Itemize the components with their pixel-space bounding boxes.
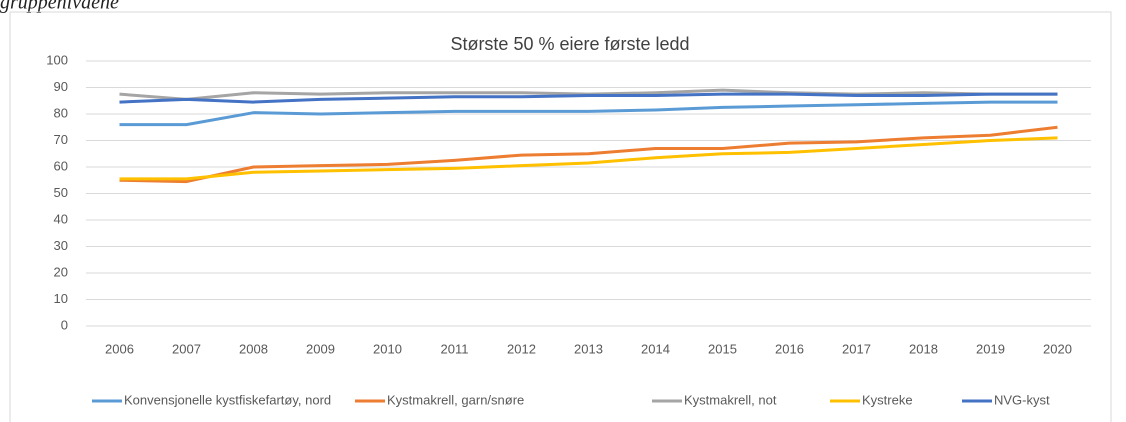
x-tick-label: 2016 (775, 341, 804, 356)
legend-label: NVG-kyst (994, 392, 1050, 407)
x-tick-label: 2013 (574, 341, 603, 356)
y-tick-label: 10 (54, 291, 68, 306)
y-tick-label: 80 (54, 105, 68, 120)
y-tick-label: 40 (54, 211, 68, 226)
x-tick-label: 2015 (708, 341, 737, 356)
line-series (119, 100, 1058, 127)
legend-label: Konvensjonelle kystfiskefartøy, nord (124, 392, 331, 407)
x-tick-label: 2014 (641, 341, 670, 356)
y-tick-label: 0 (61, 317, 68, 332)
x-tick-label: 2011 (441, 341, 469, 356)
x-tick-label: 2019 (976, 341, 1005, 356)
y-tick-label: 50 (54, 185, 68, 200)
x-tick-label: 2009 (306, 341, 335, 356)
chart-border (9, 11, 1112, 422)
caption: gruppenivåene (0, 0, 119, 14)
x-tick-label: 2018 (909, 341, 938, 356)
y-tick-label: 70 (54, 132, 68, 147)
x-tick-label: 2008 (239, 341, 268, 356)
line-series (119, 136, 1058, 181)
x-tick-label: 2017 (842, 341, 871, 356)
y-tick-label: 60 (54, 158, 68, 173)
y-tick-label: 100 (46, 52, 68, 67)
x-tick-label: 2006 (105, 341, 134, 356)
line-series (119, 92, 1058, 104)
chart-title: Største 50 % eiere første ledd (450, 34, 689, 54)
line-series (119, 125, 1058, 184)
x-tick-label: 2012 (507, 341, 536, 356)
x-tick-label: 2007 (172, 341, 201, 356)
y-tick-label: 30 (54, 238, 68, 253)
y-tick-label: 20 (54, 264, 68, 279)
x-tick-label: 2010 (373, 341, 402, 356)
legend-label: Kystmakrell, garn/snøre (387, 392, 524, 407)
legend-label: Kystmakrell, not (684, 392, 777, 407)
y-tick-label: 90 (54, 79, 68, 94)
x-tick-label: 2020 (1043, 341, 1072, 356)
legend-label: Kystreke (862, 392, 913, 407)
